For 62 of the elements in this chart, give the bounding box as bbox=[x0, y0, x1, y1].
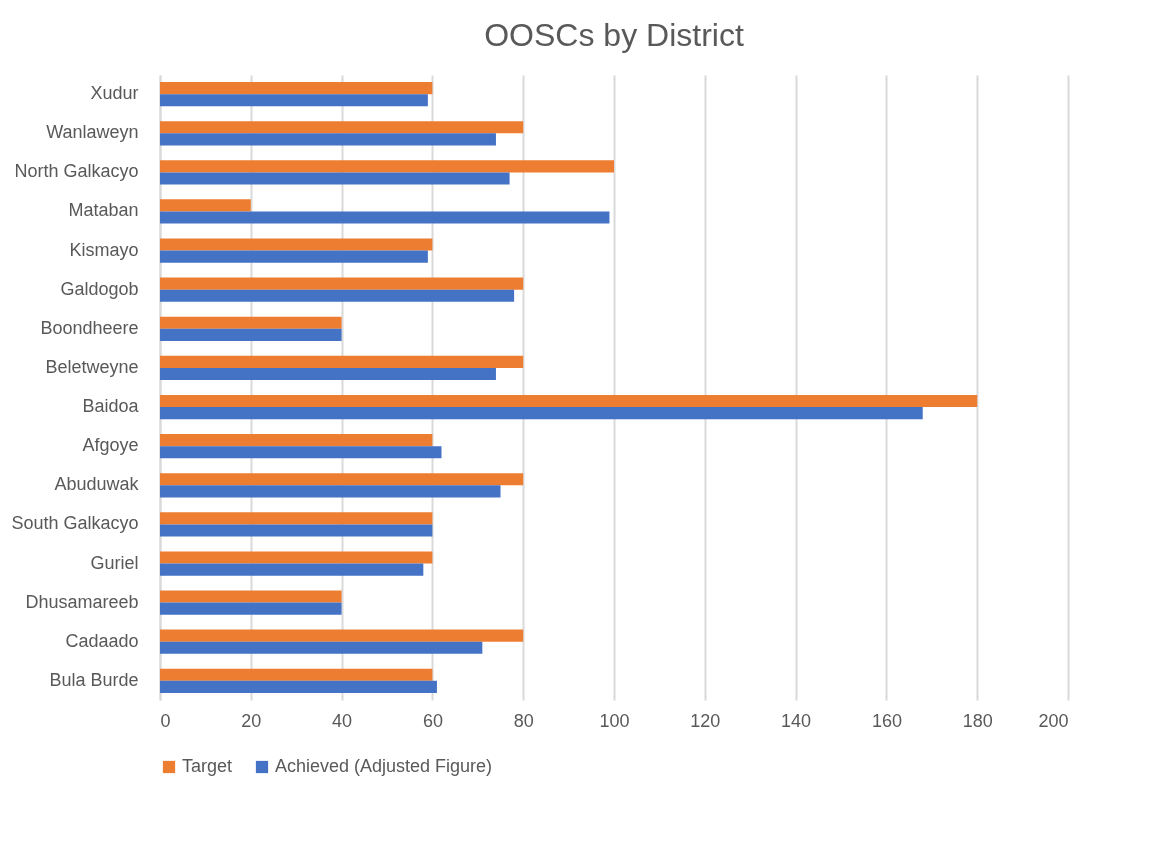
bar bbox=[160, 250, 428, 263]
bar bbox=[160, 524, 433, 537]
y-tick-label: Galdogob bbox=[60, 278, 139, 299]
bar bbox=[160, 551, 433, 564]
x-tick-label: 140 bbox=[781, 710, 812, 731]
y-tick-label: Boondheere bbox=[40, 317, 139, 338]
bar bbox=[160, 160, 614, 173]
y-tick-label: Afgoye bbox=[82, 435, 139, 456]
bar bbox=[160, 485, 501, 498]
bar bbox=[160, 473, 524, 486]
y-tick-label: Abuduwak bbox=[54, 474, 140, 495]
bar bbox=[160, 434, 433, 447]
bar bbox=[160, 289, 515, 302]
bar bbox=[160, 367, 496, 381]
x-tick-label: 60 bbox=[422, 710, 443, 731]
bar bbox=[160, 94, 428, 107]
bar bbox=[160, 641, 483, 654]
chart-title: OOSCs by District bbox=[484, 17, 744, 53]
bar bbox=[160, 316, 342, 329]
y-tick-label: Beletweyne bbox=[45, 356, 139, 377]
x-tick-label: 120 bbox=[690, 710, 721, 731]
bar bbox=[160, 512, 433, 525]
bar bbox=[160, 602, 342, 615]
bar bbox=[160, 446, 442, 459]
bar bbox=[160, 199, 251, 212]
bar bbox=[160, 277, 524, 290]
legend-label: Target bbox=[182, 756, 233, 776]
x-tick-label: 80 bbox=[513, 710, 534, 731]
bar bbox=[160, 172, 510, 185]
bar bbox=[160, 238, 433, 251]
bar bbox=[160, 133, 496, 146]
bar bbox=[160, 590, 342, 603]
bar bbox=[160, 680, 437, 693]
y-tick-label: Bula Burde bbox=[49, 669, 139, 690]
y-tick-label: Baidoa bbox=[82, 396, 140, 417]
y-tick-label: Cadaado bbox=[65, 630, 139, 651]
bar bbox=[160, 563, 424, 576]
bar bbox=[160, 355, 524, 368]
x-tick-label: 160 bbox=[871, 710, 902, 731]
bar bbox=[160, 328, 342, 341]
bar bbox=[160, 121, 524, 134]
bar bbox=[160, 668, 433, 681]
x-tick-label: 180 bbox=[962, 710, 993, 731]
y-tick-label: Xudur bbox=[90, 83, 139, 104]
x-tick-label: 20 bbox=[241, 710, 262, 731]
y-tick-label: Kismayo bbox=[69, 239, 139, 260]
bar bbox=[160, 629, 524, 642]
y-tick-label: Mataban bbox=[68, 200, 139, 221]
y-tick-label: Dhusamareeb bbox=[25, 591, 139, 612]
x-tick-label: 100 bbox=[599, 710, 630, 731]
y-tick-label: North Galkacyo bbox=[14, 161, 139, 182]
bar bbox=[160, 211, 610, 224]
x-tick-label: 200 bbox=[1038, 710, 1069, 731]
y-tick-label: Wanlaweyn bbox=[46, 122, 139, 143]
bar bbox=[160, 82, 433, 95]
y-tick-label: Guriel bbox=[90, 552, 139, 573]
bar bbox=[160, 394, 978, 408]
legend-label: Achieved (Adjusted Figure) bbox=[275, 756, 493, 776]
x-tick-label: 0 bbox=[160, 710, 171, 731]
y-tick-label: South Galkacyo bbox=[11, 513, 139, 534]
bar bbox=[160, 407, 923, 420]
x-tick-label: 40 bbox=[332, 710, 353, 731]
